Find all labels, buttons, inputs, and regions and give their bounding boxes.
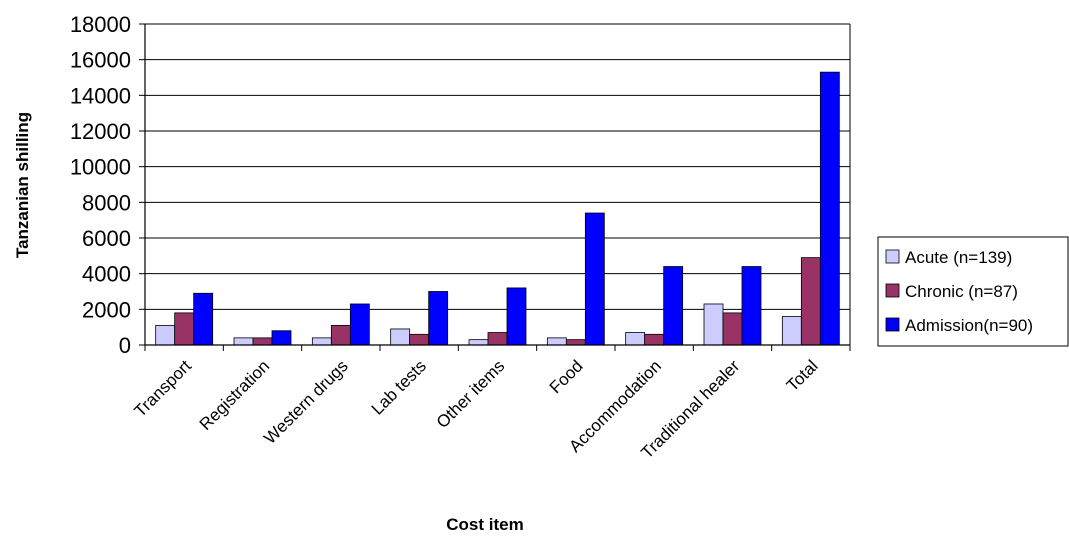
legend-label: Chronic (n=87) <box>905 282 1018 301</box>
x-category-label: Transport <box>131 356 196 421</box>
x-category-label: Other items <box>433 356 509 432</box>
bar <box>506 287 527 346</box>
bar <box>703 303 724 346</box>
legend-label: Acute (n=139) <box>905 248 1012 267</box>
bar <box>468 339 489 346</box>
bar <box>252 337 273 346</box>
bar <box>819 71 840 346</box>
bar <box>193 292 214 346</box>
legend: Acute (n=139) Chronic (n=87) Admission(n=9… <box>877 236 1069 347</box>
y-tick-labels: 0 2000 4000 6000 8000 10000 12000 14000 16000 180… <box>70 12 131 358</box>
x-category-label: Food <box>546 356 587 397</box>
legend-swatch <box>885 317 900 332</box>
gridlines <box>145 23 850 310</box>
y-tick-label: 0 <box>119 333 131 358</box>
y-axis-title: Tanzanian shilling <box>13 112 32 258</box>
bar <box>741 266 762 346</box>
legend-swatch <box>885 249 900 264</box>
bar <box>271 330 292 346</box>
bar <box>233 337 254 346</box>
y-tick-label: 16000 <box>70 48 131 73</box>
bar <box>625 332 646 346</box>
legend-label: Admission(n=90) <box>905 316 1033 335</box>
y-tick-label: 12000 <box>70 119 131 144</box>
bar <box>722 312 743 346</box>
legend-swatch <box>885 283 900 298</box>
x-category-label: Lab tests <box>368 356 430 418</box>
x-category-label: Western drugs <box>260 356 351 447</box>
y-tick-label: 8000 <box>82 190 131 215</box>
bar <box>428 291 449 346</box>
bar <box>663 266 684 346</box>
bar <box>349 303 370 346</box>
bar <box>781 316 802 346</box>
y-tick-label: 18000 <box>70 12 131 37</box>
x-category-label: Registration <box>196 356 274 434</box>
bar <box>311 337 332 346</box>
bar <box>155 324 176 346</box>
y-tick-label: 4000 <box>82 262 131 287</box>
bar <box>800 257 821 346</box>
bars <box>155 71 840 346</box>
bar <box>644 333 665 346</box>
axes <box>139 23 851 351</box>
bar <box>330 324 351 346</box>
x-axis-title: Cost item <box>446 515 523 534</box>
bar <box>174 312 195 346</box>
bar <box>390 328 411 346</box>
y-tick-label: 10000 <box>70 155 131 180</box>
y-tick-label: 2000 <box>82 297 131 322</box>
bar <box>584 212 605 346</box>
bar <box>546 337 567 346</box>
y-tick-label: 6000 <box>82 226 131 251</box>
y-tick-label: 14000 <box>70 83 131 108</box>
bar <box>565 339 586 346</box>
legend-box <box>877 236 1069 347</box>
x-category-label: Total <box>783 356 822 395</box>
bar <box>409 333 430 346</box>
bar <box>487 332 508 346</box>
